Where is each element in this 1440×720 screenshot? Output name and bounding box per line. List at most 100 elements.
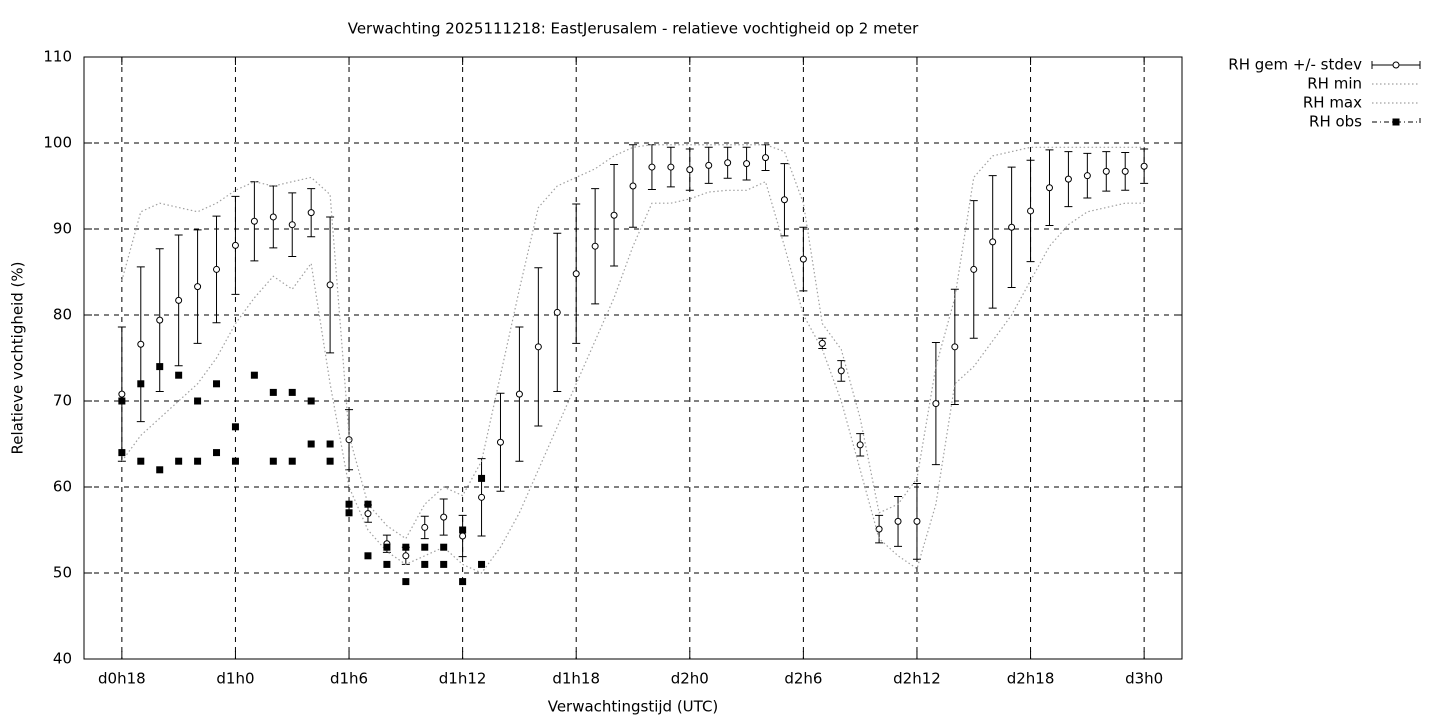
mean-point: [762, 154, 770, 162]
obs-point: [213, 449, 221, 457]
mean-point: [572, 270, 580, 278]
mean-point: [421, 523, 429, 531]
obs-point: [326, 440, 334, 448]
mean-point: [364, 510, 372, 518]
mean-point: [913, 517, 921, 525]
obs-point: [118, 397, 126, 405]
mean-point: [478, 493, 486, 501]
mean-point: [856, 441, 864, 449]
mean-point: [534, 343, 542, 351]
legend-swatch: [1392, 61, 1400, 69]
mean-point: [705, 161, 713, 169]
legend-label: RH max: [1303, 94, 1362, 112]
mean-point: [894, 517, 902, 525]
mean-point: [440, 513, 448, 521]
mean-point: [951, 343, 959, 351]
mean-point: [553, 308, 561, 316]
mean-point: [1102, 167, 1110, 175]
obs-point: [383, 543, 391, 551]
y-tick-label: 80: [53, 306, 72, 324]
mean-point: [1083, 172, 1091, 180]
x-tick-label: d1h0: [216, 670, 254, 688]
mean-point: [1008, 223, 1016, 231]
obs-point: [421, 543, 429, 551]
mean-point: [269, 213, 277, 221]
mean-point: [837, 367, 845, 375]
x-tick-label: d2h12: [893, 670, 941, 688]
obs-point: [478, 474, 486, 482]
obs-point: [440, 560, 448, 568]
chart-title: Verwachting 2025111218: EastJerusalem - …: [348, 20, 919, 38]
mean-point: [175, 296, 183, 304]
obs-point: [383, 560, 391, 568]
mean-point: [496, 438, 504, 446]
line: [121, 180, 1145, 574]
mean-point: [610, 211, 618, 219]
mean-point: [156, 316, 164, 324]
mean-point: [288, 221, 296, 229]
obs-point: [231, 457, 239, 465]
obs-point: [269, 388, 277, 396]
legend-swatch: [1392, 118, 1400, 126]
obs-point: [345, 500, 353, 508]
mean-point: [1121, 167, 1129, 175]
mean-point: [345, 436, 353, 444]
obs-point: [288, 457, 296, 465]
obs-point: [478, 560, 486, 568]
mean-point: [402, 552, 410, 560]
obs-point: [137, 457, 145, 465]
mean-point: [743, 160, 751, 168]
mean-point: [1027, 207, 1035, 215]
obs-point: [326, 457, 334, 465]
mean-point: [118, 390, 126, 398]
x-axis-label: Verwachtingstijd (UTC): [548, 698, 719, 716]
mean-point: [970, 265, 978, 273]
y-tick-label: 70: [53, 392, 72, 410]
legend-label: RH gem +/- stdev: [1228, 56, 1362, 74]
mean-point: [648, 163, 656, 171]
obs-point: [118, 449, 126, 457]
obs-point: [194, 457, 202, 465]
y-tick-label: 50: [53, 564, 72, 582]
y-tick-label: 40: [53, 650, 72, 668]
obs-point: [288, 388, 296, 396]
obs-point: [421, 560, 429, 568]
mean-point: [194, 283, 202, 291]
mean-point: [799, 255, 807, 263]
x-tick-label: d0h18: [98, 670, 146, 688]
obs-point: [269, 457, 277, 465]
y-tick-label: 110: [43, 48, 72, 66]
obs-point: [175, 371, 183, 379]
x-tick-label: d1h18: [552, 670, 600, 688]
mean-point: [629, 182, 637, 190]
mean-point: [250, 217, 258, 225]
mean-point: [137, 340, 145, 348]
mean-point: [780, 196, 788, 204]
mean-point: [515, 390, 523, 398]
obs-point: [213, 380, 221, 388]
mean-point: [667, 163, 675, 171]
y-tick-label: 90: [53, 220, 72, 238]
obs-point: [137, 380, 145, 388]
obs-point: [307, 397, 315, 405]
obs-point: [364, 500, 372, 508]
y-tick-label: 60: [53, 478, 72, 496]
mean-point: [459, 532, 467, 540]
x-tick-label: d2h0: [671, 670, 709, 688]
mean-point: [326, 281, 334, 289]
legend-label: RH obs: [1309, 113, 1362, 131]
plot-frame: [83, 56, 1183, 660]
obs-point: [364, 552, 372, 560]
x-tick-label: d3h0: [1125, 670, 1163, 688]
x-tick-label: d2h6: [784, 670, 822, 688]
obs-point: [440, 543, 448, 551]
mean-point: [1045, 184, 1053, 192]
obs-point: [156, 363, 164, 371]
obs-point: [194, 397, 202, 405]
mean-point: [213, 265, 221, 273]
y-axis-label: Relatieve vochtigheid (%): [9, 261, 27, 454]
mean-point: [818, 339, 826, 347]
mean-point: [307, 209, 315, 217]
